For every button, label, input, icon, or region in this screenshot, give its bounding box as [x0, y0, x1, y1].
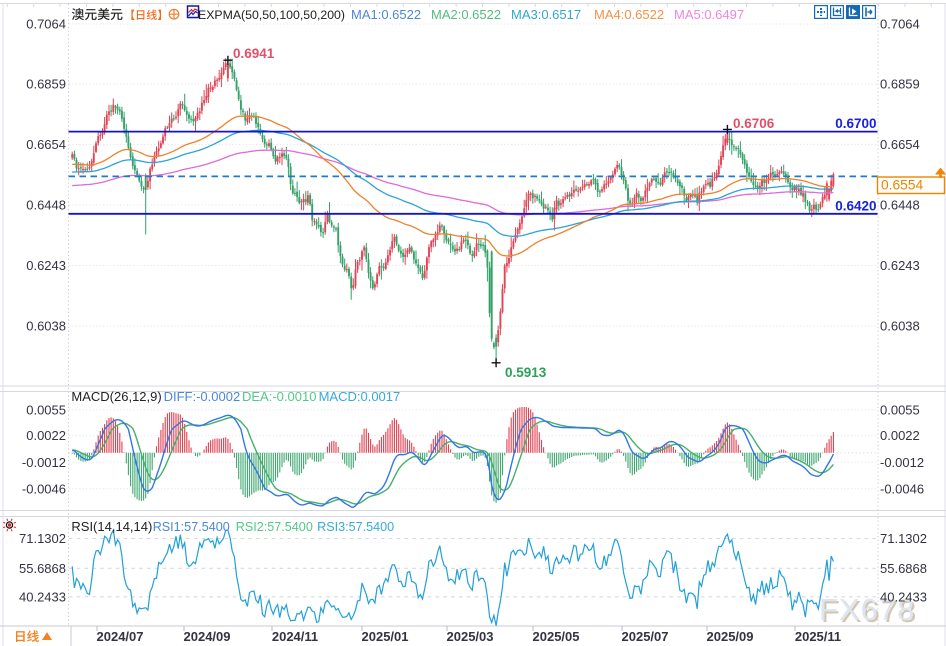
svg-text:0.6554: 0.6554	[881, 178, 924, 193]
svg-text:55.6868: 55.6868	[19, 561, 66, 576]
svg-text:0.6859: 0.6859	[26, 77, 66, 92]
svg-text:FX678: FX678	[819, 592, 915, 627]
svg-text:71.1302: 71.1302	[880, 531, 927, 546]
svg-text:71.1302: 71.1302	[19, 531, 66, 546]
svg-text:0.0055: 0.0055	[26, 402, 66, 417]
svg-text:2024/09: 2024/09	[184, 629, 231, 644]
svg-text:2024/07: 2024/07	[97, 629, 144, 644]
svg-text:EXPMA(50,50,100,50,200): EXPMA(50,50,100,50,200)	[198, 8, 345, 22]
svg-text:2025/05: 2025/05	[533, 629, 580, 644]
svg-text:MA4:0.6522: MA4:0.6522	[594, 7, 664, 22]
svg-text:0.6243: 0.6243	[880, 258, 920, 273]
svg-text:0.0022: 0.0022	[880, 428, 920, 443]
svg-text:0.6654: 0.6654	[26, 137, 66, 152]
svg-text:MA1:0.6522: MA1:0.6522	[351, 7, 421, 22]
svg-text:40.2433: 40.2433	[880, 589, 927, 604]
svg-text:0.6243: 0.6243	[26, 258, 66, 273]
svg-text:2025/03: 2025/03	[447, 629, 494, 644]
svg-text:2025/07: 2025/07	[622, 629, 669, 644]
svg-text:-0.0012: -0.0012	[22, 455, 66, 470]
svg-text:0.6448: 0.6448	[26, 198, 66, 213]
svg-text:MA3:0.6517: MA3:0.6517	[511, 7, 581, 22]
svg-text:55.6868: 55.6868	[880, 561, 927, 576]
svg-text:0.6859: 0.6859	[880, 77, 920, 92]
svg-text:0.6700: 0.6700	[835, 116, 876, 131]
svg-text:MA5:0.6497: MA5:0.6497	[674, 7, 744, 22]
svg-text:-0.0012: -0.0012	[880, 455, 924, 470]
svg-text:RSI(14,14,14): RSI(14,14,14)	[71, 519, 152, 534]
svg-text:0.6038: 0.6038	[26, 319, 66, 334]
svg-text:0.0022: 0.0022	[26, 428, 66, 443]
svg-text:0.0055: 0.0055	[880, 402, 920, 417]
svg-text:MACD:0.0017: MACD:0.0017	[319, 389, 401, 404]
svg-text:0.7064: 0.7064	[26, 17, 66, 32]
svg-text:0.6941: 0.6941	[233, 46, 275, 61]
svg-text:0.6420: 0.6420	[835, 199, 876, 214]
svg-text:0.6038: 0.6038	[880, 319, 920, 334]
svg-text:-0.0046: -0.0046	[22, 481, 66, 496]
svg-text:2025/11: 2025/11	[795, 629, 841, 644]
svg-text:0.6448: 0.6448	[880, 198, 920, 213]
svg-text:RSI1:57.5400: RSI1:57.5400	[153, 520, 230, 534]
svg-text:0.6654: 0.6654	[880, 137, 920, 152]
svg-text:2025/01: 2025/01	[362, 629, 409, 644]
svg-text:-0.0046: -0.0046	[880, 481, 924, 496]
svg-text:2025/09: 2025/09	[707, 629, 754, 644]
svg-text:0.6706: 0.6706	[733, 116, 775, 131]
svg-text:2024/11: 2024/11	[272, 629, 318, 644]
svg-text:FX678: FX678	[821, 594, 917, 629]
svg-text:40.2433: 40.2433	[19, 589, 66, 604]
svg-text:RSI2:57.5400: RSI2:57.5400	[236, 520, 313, 534]
svg-text:MA2:0.6522: MA2:0.6522	[431, 7, 501, 22]
svg-text:DEA:-0.0010: DEA:-0.0010	[242, 389, 316, 404]
svg-text:0.5913: 0.5913	[505, 365, 547, 380]
svg-text:RSI3:57.5400: RSI3:57.5400	[317, 520, 394, 534]
svg-text:DIFF:-0.0002: DIFF:-0.0002	[164, 389, 241, 404]
svg-text:MACD(26,12,9): MACD(26,12,9)	[71, 389, 161, 404]
svg-text:0.7064: 0.7064	[880, 17, 920, 32]
